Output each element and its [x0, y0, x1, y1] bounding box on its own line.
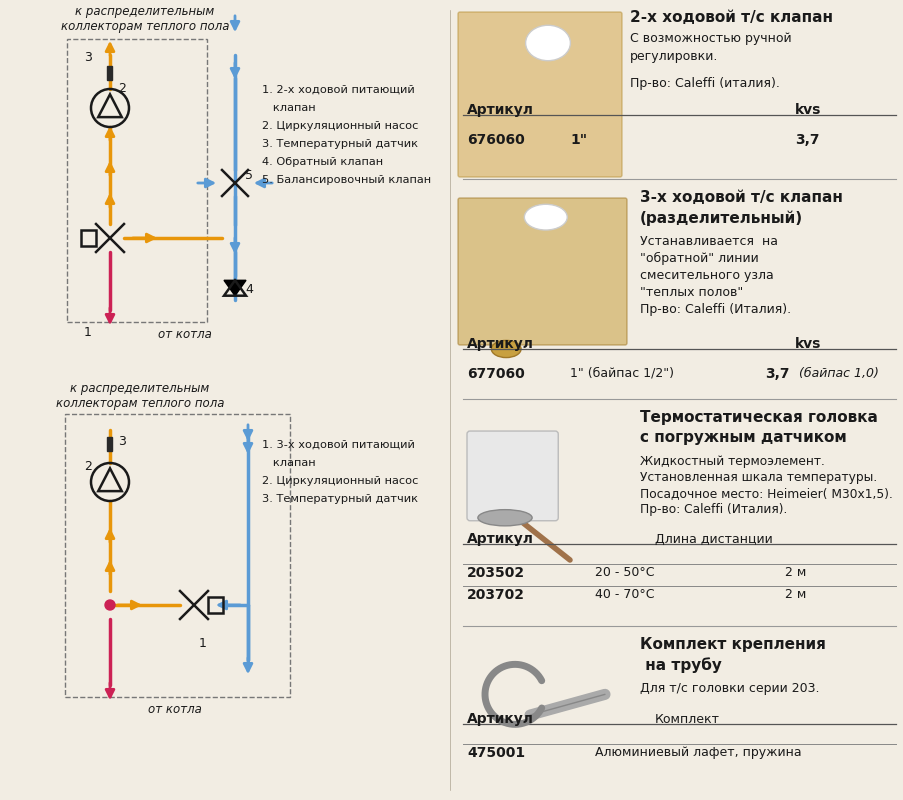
- Text: на трубу: на трубу: [639, 657, 721, 673]
- Text: 3,7: 3,7: [764, 367, 788, 381]
- Text: смесительного узла: смесительного узла: [639, 269, 773, 282]
- Text: 5. Балансировочный клапан: 5. Балансировочный клапан: [262, 175, 431, 185]
- Text: 5: 5: [245, 169, 253, 182]
- Bar: [65, 414, 290, 697]
- Text: Жидкостный термоэлемент.: Жидкостный термоэлемент.: [639, 455, 824, 468]
- Ellipse shape: [525, 26, 570, 61]
- Text: 2: 2: [84, 460, 92, 473]
- Ellipse shape: [491, 341, 520, 358]
- Ellipse shape: [478, 510, 532, 526]
- Bar: [208, 597, 223, 614]
- Text: Артикул: Артикул: [467, 337, 534, 351]
- Text: kvs: kvs: [794, 103, 821, 117]
- Text: Пр-во: Caleffi (Италия).: Пр-во: Caleffi (Италия).: [639, 303, 790, 316]
- Text: 3. Температурный датчик: 3. Температурный датчик: [262, 494, 417, 504]
- FancyBboxPatch shape: [467, 431, 558, 521]
- Text: 2-х ходовой т/с клапан: 2-х ходовой т/с клапан: [629, 10, 832, 25]
- Text: 3: 3: [118, 435, 126, 448]
- Text: 1: 1: [199, 637, 207, 650]
- Text: Термостатическая головка: Термостатическая головка: [639, 410, 877, 425]
- Text: 4. Обратный клапан: 4. Обратный клапан: [262, 157, 383, 167]
- Polygon shape: [224, 280, 246, 296]
- Bar: [107, 437, 112, 451]
- Text: 4: 4: [245, 283, 253, 296]
- Text: Установленная шкала температуры.: Установленная шкала температуры.: [639, 471, 876, 484]
- Text: "обратной" линии: "обратной" линии: [639, 252, 758, 265]
- Text: Устанавливается  на: Устанавливается на: [639, 235, 777, 248]
- Text: 1" (байпас 1/2"): 1" (байпас 1/2"): [570, 367, 674, 380]
- Bar: [67, 39, 207, 322]
- Text: регулировки.: регулировки.: [629, 50, 718, 63]
- Text: Комплект: Комплект: [655, 713, 719, 726]
- Text: к распределительным
коллекторам теплого пола: к распределительным коллекторам теплого …: [61, 5, 229, 33]
- FancyBboxPatch shape: [458, 12, 621, 177]
- Text: Пр-во: Caleffi (италия).: Пр-во: Caleffi (италия).: [629, 77, 779, 90]
- Text: (байпас 1,0): (байпас 1,0): [794, 367, 878, 380]
- Text: 676060: 676060: [467, 133, 524, 147]
- Bar: [107, 66, 112, 80]
- Text: Комплект крепления: Комплект крепления: [639, 637, 825, 652]
- Text: 1: 1: [84, 326, 92, 339]
- Text: 3,7: 3,7: [794, 133, 819, 147]
- Text: 475001: 475001: [467, 746, 525, 760]
- Text: Пр-во: Caleffi (Италия).: Пр-во: Caleffi (Италия).: [639, 503, 787, 516]
- Text: Длина дистанции: Длина дистанции: [655, 533, 772, 546]
- Text: "теплых полов": "теплых полов": [639, 286, 742, 299]
- Text: (разделительный): (разделительный): [639, 210, 802, 226]
- Text: 1": 1": [570, 133, 586, 147]
- Text: к распределительным
коллекторам теплого пола: к распределительным коллекторам теплого …: [56, 382, 224, 410]
- Text: 1. 3-х ходовой питающий: 1. 3-х ходовой питающий: [262, 440, 414, 450]
- Text: Артикул: Артикул: [467, 103, 534, 117]
- Text: С возможностью ручной: С возможностью ручной: [629, 32, 791, 45]
- Text: 1. 2-х ходовой питающий: 1. 2-х ходовой питающий: [262, 85, 414, 95]
- Text: Для т/с головки серии 203.: Для т/с головки серии 203.: [639, 682, 819, 695]
- Text: 2: 2: [118, 82, 126, 95]
- Text: Посадочное место: Heimeier( М30х1,5).: Посадочное место: Heimeier( М30х1,5).: [639, 487, 892, 500]
- Text: с погружным датчиком: с погружным датчиком: [639, 430, 846, 445]
- FancyBboxPatch shape: [458, 198, 627, 345]
- Text: 2. Циркуляционный насос: 2. Циркуляционный насос: [262, 121, 418, 131]
- Text: 677060: 677060: [467, 367, 524, 381]
- Text: 2. Циркуляционный насос: 2. Циркуляционный насос: [262, 476, 418, 486]
- Circle shape: [105, 600, 115, 610]
- Text: клапан: клапан: [262, 458, 315, 468]
- Text: клапан: клапан: [262, 103, 315, 113]
- Text: 40 - 70°С: 40 - 70°С: [594, 588, 654, 601]
- Bar: [80, 230, 96, 246]
- Text: 3-х ходовой т/с клапан: 3-х ходовой т/с клапан: [639, 190, 842, 205]
- Text: от котла: от котла: [148, 703, 201, 716]
- Text: 203502: 203502: [467, 566, 525, 580]
- Text: Артикул: Артикул: [467, 712, 534, 726]
- Text: 2 м: 2 м: [784, 588, 805, 601]
- Text: Алюминиевый лафет, пружина: Алюминиевый лафет, пружина: [594, 746, 801, 759]
- Text: 2 м: 2 м: [784, 566, 805, 579]
- Text: 3: 3: [84, 51, 92, 64]
- Text: от котла: от котла: [158, 328, 211, 341]
- Text: Артикул: Артикул: [467, 532, 534, 546]
- Ellipse shape: [524, 204, 566, 230]
- Text: 203702: 203702: [467, 588, 525, 602]
- Text: 3. Температурный датчик: 3. Температурный датчик: [262, 139, 417, 149]
- Text: 20 - 50°С: 20 - 50°С: [594, 566, 654, 579]
- Text: kvs: kvs: [794, 337, 821, 351]
